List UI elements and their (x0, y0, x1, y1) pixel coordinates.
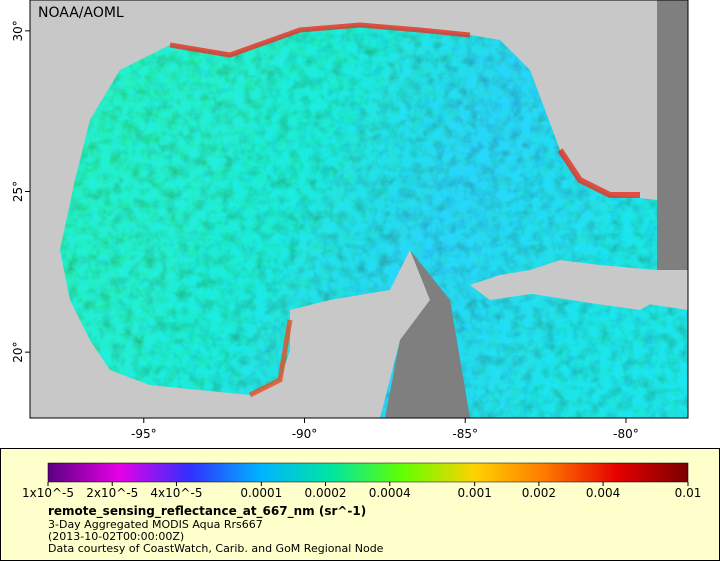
colorbar-tick-label: 0.002 (522, 486, 556, 500)
x-tick-label: -85° (452, 427, 478, 441)
colorbar-scale (47, 462, 689, 483)
source: Data courtesy of CoastWatch, Carib. and … (48, 542, 384, 555)
coastal-high (557, 148, 640, 198)
yucatan (290, 250, 430, 418)
coastal-high (169, 22, 471, 58)
map: NOAA/AOML (29, 0, 689, 419)
sea-data (60, 25, 688, 418)
x-tick-label: -90° (292, 427, 318, 441)
map-credit: NOAA/AOML (38, 5, 124, 21)
colorbar-tick-label: 4x10^-5 (150, 486, 202, 500)
coastal-high (248, 319, 293, 398)
no-data (385, 250, 470, 418)
colorbar-tick-label: 0.004 (586, 486, 620, 500)
variable-name: remote_sensing_reflectance_at_667_nm (sr… (48, 504, 366, 519)
y-tick-label: 25° (11, 181, 25, 202)
no-data (657, 0, 688, 270)
colorbar-tick-label: 0.0001 (240, 486, 282, 500)
colorbar: 1x10^-5 2x10^-5 4x10^-5 0.0001 0.0002 0.0004 0… (22, 462, 702, 500)
colorbar-tick-label: 0.001 (457, 486, 491, 500)
map-frame (29, 0, 689, 419)
y-tick-label: 20° (11, 341, 25, 362)
x-tick-label: -80° (613, 427, 639, 441)
colorbar-tick-label: 0.0002 (305, 486, 347, 500)
y-tick-label: 30° (11, 20, 25, 41)
x-tick-label: -95° (131, 427, 157, 441)
date: (2013-10-02T00:00:00Z) (48, 530, 184, 543)
colorbar-tick-label: 2x10^-5 (86, 486, 138, 500)
description: 3-Day Aggregated MODIS Aqua Rrs667 (48, 518, 263, 531)
cuba (470, 275, 657, 310)
colorbar-tick-label: 0.0004 (369, 486, 411, 500)
colorbar-tick-label: 1x10^-5 (22, 486, 74, 500)
colorbar-tick-label: 0.01 (675, 486, 702, 500)
